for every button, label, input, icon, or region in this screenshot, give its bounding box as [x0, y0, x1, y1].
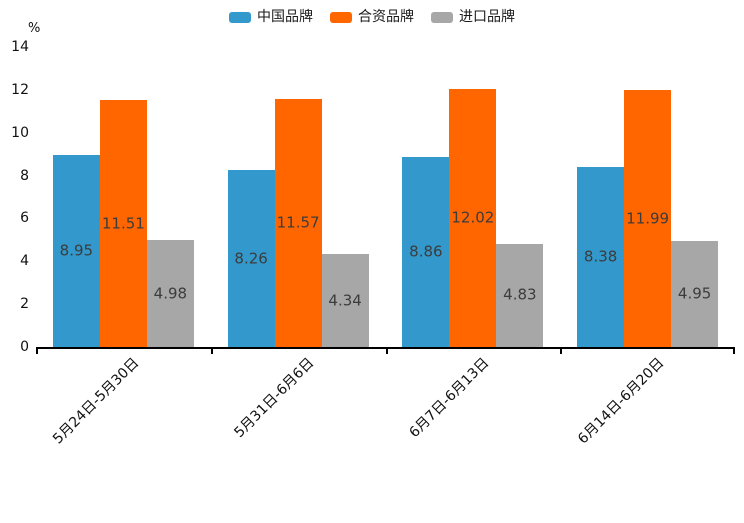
legend-item: 合资品牌 — [330, 10, 414, 24]
bar-segment: 4.83 — [496, 243, 544, 347]
legend-swatch-icon — [330, 11, 352, 23]
legend-label: 进口品牌 — [459, 9, 515, 25]
bar-value-label: 4.34 — [328, 291, 362, 309]
x-tick-label: 5月24日-5月30日 — [50, 355, 143, 448]
x-tick-label: 6月7日-6月13日 — [406, 355, 493, 441]
y-tick-label: 8 — [20, 167, 29, 184]
legend: 中国品牌 合资品牌 进口品牌 — [0, 6, 744, 28]
bar-value-label: 11.99 — [626, 209, 670, 228]
bar-segment: 4.95 — [671, 240, 719, 347]
y-axis-unit-label: % — [28, 21, 41, 36]
x-axis-tick-mark — [560, 349, 562, 354]
y-tick-label: 0 — [20, 339, 29, 355]
x-axis-tick-mark — [36, 349, 38, 354]
x-axis-tick-mark — [733, 349, 735, 354]
y-tick-label: 10 — [11, 124, 29, 141]
bar-segment: 4.34 — [321, 254, 369, 347]
bar-value-label: 11.57 — [276, 213, 320, 232]
legend-label: 中国品牌 — [257, 9, 313, 25]
bar-segment: 11.99 — [624, 90, 672, 347]
bar-segment: 12.02 — [449, 89, 497, 347]
legend-item: 进口品牌 — [431, 10, 515, 24]
bar-value-label: 8.38 — [583, 247, 618, 266]
legend-item: 中国品牌 — [229, 10, 313, 24]
bar-value-label: 4.95 — [677, 284, 712, 303]
bar-segment: 8.26 — [227, 170, 275, 347]
bar-segment: 8.95 — [52, 155, 100, 347]
bar-value-label: 11.51 — [101, 214, 145, 233]
x-axis-tick-mark — [211, 349, 213, 354]
bar-segment: 11.51 — [99, 100, 147, 347]
x-axis-line — [36, 347, 735, 349]
y-tick-label: 2 — [20, 296, 29, 313]
legend-swatch-icon — [229, 11, 251, 23]
bar-value-label: 12.02 — [451, 208, 495, 227]
bar-segment: 8.86 — [402, 157, 450, 347]
bar-value-label: 8.95 — [59, 241, 94, 260]
legend-label: 合资品牌 — [358, 9, 414, 25]
x-tick-label: 5月31日-6月6日 — [231, 355, 318, 441]
bar-value-label: 8.86 — [409, 242, 443, 261]
bar-value-label: 8.26 — [234, 249, 268, 267]
x-axis-tick-mark — [386, 349, 388, 354]
bar-value-label: 4.83 — [503, 285, 537, 304]
y-tick-label: 14 — [11, 39, 29, 55]
bar-value-label: 4.98 — [153, 284, 188, 303]
x-tick-label: 6月14日-6月20日 — [574, 355, 667, 448]
y-tick-label: 12 — [11, 81, 29, 98]
y-tick-label: 4 — [20, 253, 29, 270]
bar-segment: 4.98 — [146, 240, 194, 347]
plot-area: 8.95 11.51 4.98 8.26 11.57 4.34 8.86 12.02 4.83 8… — [36, 47, 735, 354]
bar-segment: 8.38 — [577, 167, 625, 347]
y-tick-label: 6 — [20, 210, 29, 227]
legend-swatch-icon — [431, 11, 453, 23]
bar-segment: 11.57 — [274, 99, 322, 347]
